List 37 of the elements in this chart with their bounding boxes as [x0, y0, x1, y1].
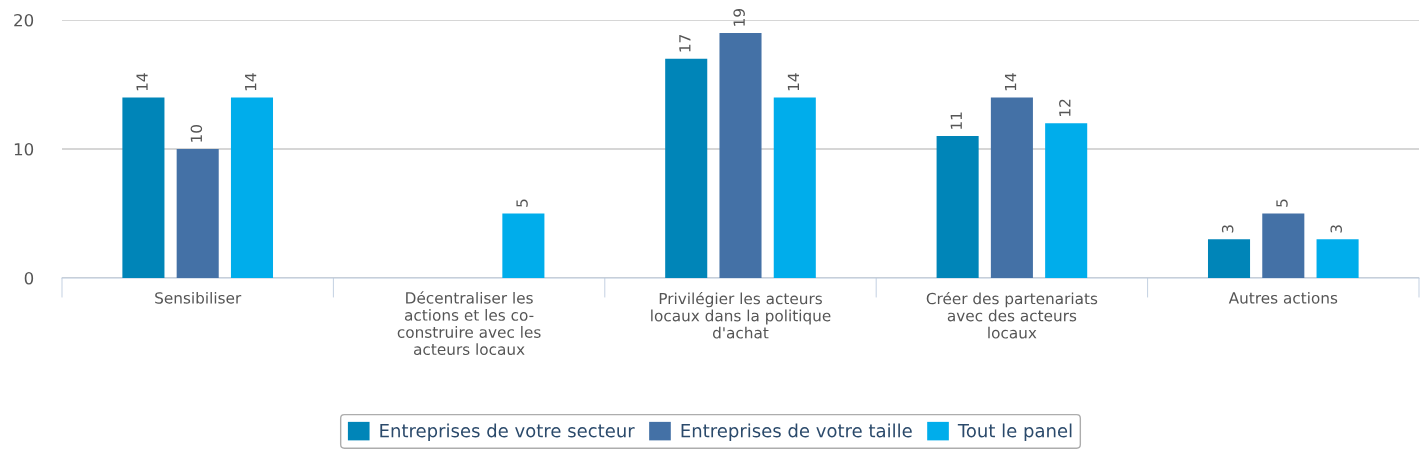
data-label: 3: [1330, 225, 1343, 233]
x-tick-label: Décentraliser les actions et les co- construire avec les acteurs locaux: [397, 291, 541, 356]
data-label: 12: [1059, 99, 1071, 116]
data-label: 14: [787, 73, 799, 91]
x-tick-label: Sensibiliser: [155, 291, 242, 304]
data-label: 14: [136, 73, 148, 91]
bar: [176, 149, 219, 278]
legend-label: Tout le panel: [957, 423, 1072, 441]
bar: [665, 58, 708, 278]
x-tick-label: Autres actions: [1228, 291, 1338, 304]
y-tick-label: 10: [14, 142, 34, 156]
y-tick-label: 0: [24, 271, 34, 285]
bar: [773, 97, 816, 278]
data-label: 5: [1276, 199, 1288, 207]
bar: [719, 32, 762, 278]
x-tick-label: Créer des partenariats avec des acteurs locaux: [926, 291, 1098, 339]
bar: [122, 97, 165, 278]
data-label: 5: [516, 199, 528, 207]
x-tick-label: Privilégier les acteurs locaux dans la politique d'achat: [651, 291, 831, 339]
legend-label: Entreprises de votre secteur: [380, 423, 635, 441]
data-label: 3: [1221, 225, 1234, 233]
bar: [502, 213, 545, 278]
bar: [936, 136, 979, 278]
data-label: 11: [950, 112, 962, 129]
bar: [1316, 239, 1359, 278]
data-label: 14: [1004, 73, 1017, 91]
bar: [990, 97, 1033, 278]
data-label: 17: [679, 35, 691, 52]
data-label: 14: [245, 73, 257, 91]
bar: [230, 97, 274, 278]
data-label: 10: [190, 125, 203, 142]
bar: [1262, 213, 1305, 278]
data-label: 19: [733, 8, 745, 26]
y-tick-label: 20: [14, 13, 34, 27]
bar: [1045, 123, 1088, 278]
bar: [1207, 239, 1251, 278]
legend-label: Entreprises de votre taille: [681, 423, 912, 441]
